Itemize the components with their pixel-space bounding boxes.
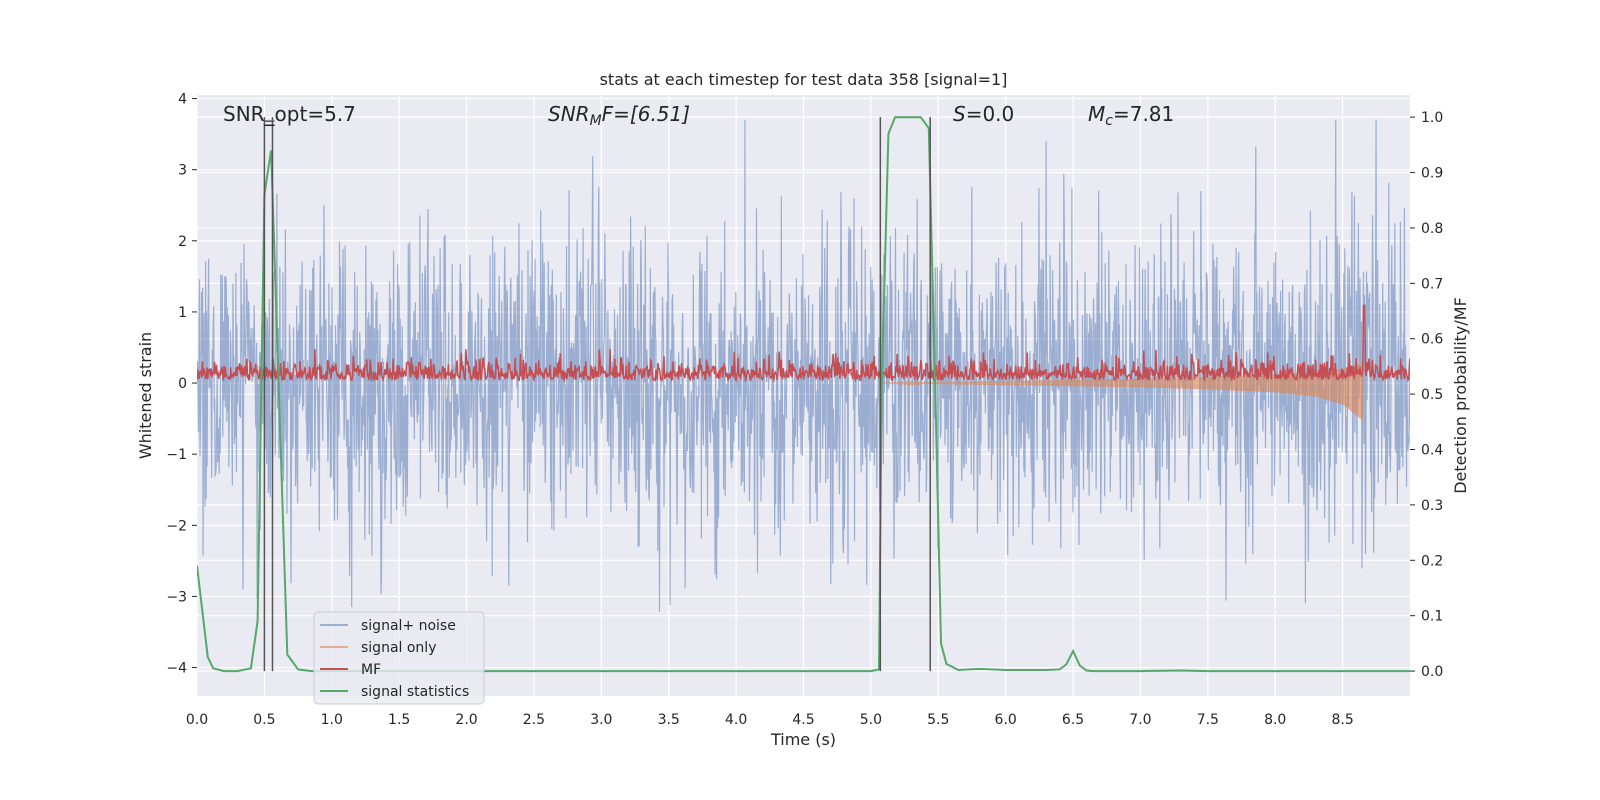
x-tick-label: 2.0	[455, 712, 477, 728]
snr-mf-sub: M	[590, 113, 602, 129]
x-tick-label: 7.0	[1129, 712, 1151, 728]
y2-tick-label: 0.5	[1421, 387, 1443, 403]
y2-tick-label: 0.1	[1421, 609, 1443, 625]
y2-tick-label: 0.9	[1421, 166, 1443, 182]
x-tick-label: 0.5	[253, 712, 275, 728]
x-tick-label: 6.5	[1062, 712, 1084, 728]
y-tick-label: 0	[178, 376, 187, 392]
s-value: =0.0	[966, 102, 1015, 126]
y2-axis-ticks: 0.0 0.1 0.2 0.3 0.4 0.5 0.6 0.7 0.8 0.9 1.0	[1410, 110, 1443, 680]
y2-tick-label: 0.8	[1421, 221, 1443, 237]
series-signal-plus-noise	[197, 119, 1410, 613]
y2-tick-label: 0.2	[1421, 553, 1443, 569]
y-axis-ticks: −4 −3 −2 −1 0 1 2 3 4	[166, 92, 197, 677]
legend-box	[313, 611, 485, 705]
y2-tick-label: 0.0	[1421, 664, 1443, 680]
x-tick-label: 0.0	[186, 712, 208, 728]
detection-window-lines	[263, 117, 931, 672]
y-tick-label: 2	[178, 234, 187, 250]
x-tick-label: 8.0	[1264, 712, 1286, 728]
legend-label: signal only	[361, 640, 436, 656]
x-axis-ticks: 0.0 0.5 1.0 1.5 2.0 2.5 3.0 3.5 4.0 4.5 5.0 5.5 6.0 6…	[186, 712, 1354, 728]
x-tick-label: 1.0	[321, 712, 343, 728]
x-tick-label: 4.0	[725, 712, 747, 728]
x-tick-label: 3.0	[590, 712, 612, 728]
x-tick-label: 6.0	[995, 712, 1017, 728]
series-signal-only	[880, 363, 1364, 420]
x-tick-label: 7.5	[1197, 712, 1219, 728]
legend-label: signal statistics	[361, 684, 469, 700]
series-group	[197, 116, 1410, 673]
x-tick-label: 4.5	[792, 712, 814, 728]
annotation-mc: Mc=7.81	[1088, 102, 1174, 129]
x-tick-label: 5.0	[860, 712, 882, 728]
annotation-snr-mf: SNRMF=[6.51]	[548, 102, 690, 129]
mc-symbol: M	[1088, 102, 1105, 126]
snr-mf-f: F=[6.51]	[602, 102, 690, 126]
series-mf	[197, 304, 1410, 384]
y2-tick-label: 0.4	[1421, 443, 1443, 459]
y-tick-label: 4	[178, 92, 187, 108]
s-symbol: S	[953, 102, 966, 126]
y-tick-label: −1	[166, 447, 187, 463]
y2-axis-label: Detection probability/MF	[1451, 297, 1470, 494]
chart-title: stats at each timestep for test data 358…	[600, 70, 1008, 89]
annotation-s: S=0.0	[953, 102, 1014, 126]
x-tick-label: 2.5	[523, 712, 545, 728]
y2-tick-label: 0.6	[1421, 332, 1443, 348]
y-tick-label: 1	[178, 305, 187, 321]
mc-value: =7.81	[1113, 102, 1174, 126]
legend-label: signal+ noise	[361, 618, 456, 634]
legend-label: MF	[361, 662, 381, 678]
y-tick-label: −3	[166, 589, 187, 605]
y-tick-label: 3	[178, 163, 187, 179]
x-axis-label: Time (s)	[770, 730, 836, 749]
series-signal-statistics	[197, 116, 1410, 673]
y2-tick-label: 1.0	[1421, 110, 1443, 126]
y-tick-label: −2	[166, 518, 187, 534]
annotation-snr-opt: SNR_opt=5.7	[223, 102, 356, 126]
y2-tick-label: 0.7	[1421, 276, 1443, 292]
mc-sub: c	[1105, 113, 1113, 129]
legend: signal+ noise signal only MF signal statist…	[313, 611, 485, 705]
x-tick-label: 1.5	[388, 712, 410, 728]
y-axis-label: Whitened strain	[136, 332, 155, 459]
y-tick-label: −4	[166, 661, 187, 677]
y2-tick-label: 0.3	[1421, 498, 1443, 514]
x-tick-label: 5.5	[927, 712, 949, 728]
x-tick-label: 3.5	[658, 712, 680, 728]
x-tick-label: 8.5	[1331, 712, 1353, 728]
snr-mf-base: SNR	[548, 102, 590, 126]
